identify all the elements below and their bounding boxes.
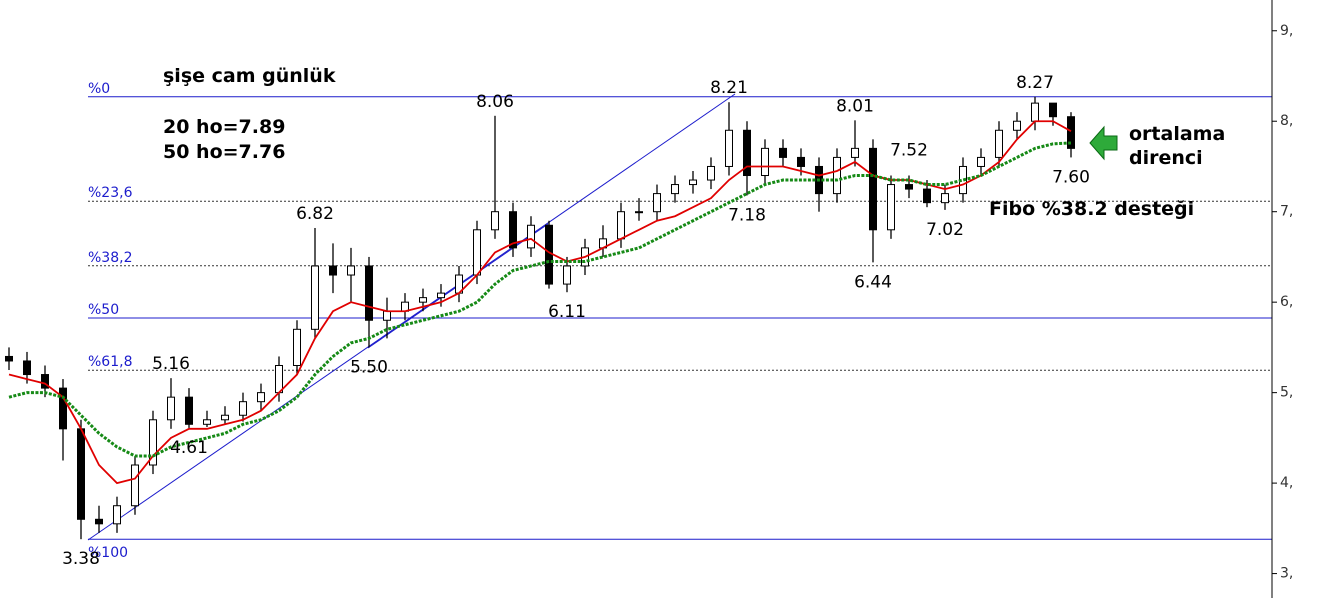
candle-body bbox=[905, 184, 913, 190]
candle-body bbox=[1067, 116, 1075, 149]
candle-body bbox=[977, 156, 985, 167]
candle-body bbox=[887, 184, 895, 231]
candle-body bbox=[419, 297, 427, 303]
candle-body bbox=[257, 392, 265, 403]
candle-body bbox=[41, 374, 49, 389]
candle-body bbox=[275, 364, 283, 394]
candle-body bbox=[365, 265, 373, 321]
candle-body bbox=[59, 387, 67, 430]
chart-title: şişe cam günlük bbox=[163, 65, 336, 87]
candle-body bbox=[347, 265, 355, 276]
price-annotation: 7.60 bbox=[1052, 167, 1090, 187]
candle-body bbox=[239, 401, 247, 416]
candle-body bbox=[311, 265, 319, 330]
fib-label: %61,8 bbox=[88, 354, 132, 370]
y-tick-label: 6, bbox=[1280, 294, 1293, 310]
candle-body bbox=[509, 211, 517, 249]
fib-label: %50 bbox=[88, 302, 119, 318]
candle-body bbox=[851, 147, 859, 158]
candle-body bbox=[545, 224, 553, 285]
price-annotation: 5.16 bbox=[152, 354, 190, 374]
candle-body bbox=[995, 129, 1003, 158]
note: 20 ho=7.89 bbox=[163, 116, 285, 138]
y-tick-label: 9, bbox=[1280, 23, 1293, 39]
price-annotation: 7.02 bbox=[926, 220, 964, 240]
y-tick-label: 7, bbox=[1280, 204, 1293, 220]
y-tick-label: 4, bbox=[1280, 475, 1293, 491]
candle-body bbox=[1049, 102, 1057, 118]
candle-body bbox=[743, 129, 751, 177]
candle-body bbox=[329, 265, 337, 276]
candle-body bbox=[185, 396, 193, 425]
candle-body bbox=[23, 360, 31, 376]
y-tick-label: 5, bbox=[1280, 385, 1293, 401]
candle-body bbox=[473, 229, 481, 276]
candle-body bbox=[671, 184, 679, 195]
candle-body bbox=[1013, 120, 1021, 131]
callout: ortalama bbox=[1129, 123, 1225, 145]
note: 50 ho=7.76 bbox=[163, 141, 285, 163]
candle-body bbox=[293, 328, 301, 366]
price-annotation: 4.61 bbox=[170, 438, 208, 458]
callout: direnci bbox=[1129, 147, 1203, 169]
candle-body bbox=[833, 156, 841, 195]
fib-label: %0 bbox=[88, 81, 110, 97]
price-annotation: 6.11 bbox=[548, 302, 586, 322]
price-annotation: 5.50 bbox=[350, 357, 388, 377]
fib-label: %38,2 bbox=[88, 250, 132, 266]
price-annotation: 6.82 bbox=[296, 204, 334, 224]
candle-body bbox=[167, 396, 175, 421]
moving-average bbox=[8, 141, 1072, 458]
y-tick-label: 3, bbox=[1280, 566, 1293, 582]
candle-body bbox=[113, 505, 121, 525]
candle-body bbox=[761, 147, 769, 177]
price-annotation: 8.01 bbox=[836, 96, 874, 116]
fib-label: %100 bbox=[88, 545, 128, 561]
candle-body bbox=[77, 428, 85, 520]
candle-body bbox=[797, 156, 805, 167]
price-annotation: 8.06 bbox=[476, 92, 514, 112]
candle-body bbox=[527, 224, 535, 249]
candle-body bbox=[563, 265, 571, 285]
support-note: Fibo %38.2 desteği bbox=[989, 198, 1194, 220]
candle-body bbox=[95, 518, 103, 525]
price-annotation: 6.44 bbox=[854, 272, 892, 292]
candle-body bbox=[437, 292, 445, 299]
candle-body bbox=[5, 355, 13, 362]
candle-body bbox=[221, 414, 229, 421]
y-tick-label: 8, bbox=[1280, 113, 1293, 129]
price-annotation: 7.52 bbox=[890, 141, 928, 161]
price-annotation: 3.38 bbox=[62, 549, 100, 569]
candle-body bbox=[689, 179, 697, 186]
candle-body bbox=[617, 211, 625, 240]
candle-body bbox=[491, 211, 499, 231]
candle-body bbox=[707, 165, 715, 181]
price-annotation: 8.21 bbox=[710, 78, 748, 98]
candle-body bbox=[635, 211, 643, 214]
candle-body bbox=[383, 310, 391, 321]
candle-body bbox=[941, 193, 949, 204]
candle-body bbox=[149, 419, 157, 466]
candle-body bbox=[869, 147, 877, 231]
candle-body bbox=[131, 464, 139, 507]
price-annotation: 8.27 bbox=[1016, 73, 1054, 93]
candle-body bbox=[923, 188, 931, 204]
price-annotation: 7.18 bbox=[728, 205, 766, 225]
trend-line bbox=[87, 93, 736, 541]
candle-body bbox=[653, 193, 661, 213]
candle-body bbox=[779, 147, 787, 158]
fib-label: %23,6 bbox=[88, 185, 133, 201]
candle-body bbox=[725, 129, 733, 167]
candle-body bbox=[203, 419, 211, 425]
arrow bbox=[1089, 125, 1118, 161]
candle-body bbox=[1031, 102, 1039, 122]
